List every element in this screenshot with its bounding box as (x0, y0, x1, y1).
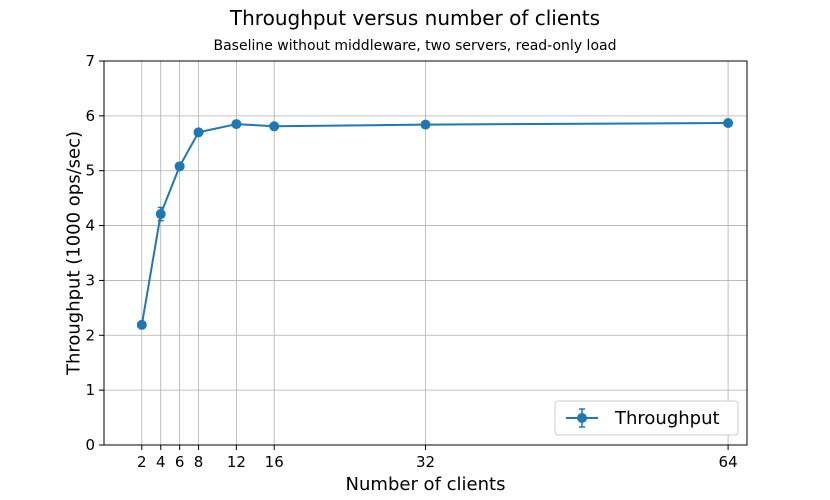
x-tick-label: 8 (194, 453, 204, 471)
data-point (136, 319, 147, 330)
series-layer (136, 117, 734, 330)
plot-frame (103, 60, 748, 446)
x-tick-label: 64 (719, 453, 738, 471)
y-tick-label: 1 (85, 381, 95, 399)
chart-title: Throughput versus number of clients (229, 6, 600, 30)
chart-subtitle: Baseline without middleware, two servers… (214, 38, 617, 54)
y-axis-label: Throughput (1000 ops/sec) (63, 131, 84, 376)
data-point (193, 127, 204, 138)
data-point (174, 161, 185, 172)
data-point (723, 117, 734, 128)
series-line (140, 121, 729, 326)
y-tick-label: 4 (85, 217, 95, 235)
y-tick-label: 7 (85, 52, 95, 70)
x-tick-label: 4 (156, 453, 166, 471)
x-tick-label: 32 (416, 453, 435, 471)
y-tick-label: 3 (85, 271, 95, 289)
data-point (420, 119, 431, 130)
x-tick-label: 6 (175, 453, 185, 471)
y-tick-label: 5 (85, 162, 95, 180)
data-point (155, 209, 166, 220)
y-tick-label: 6 (85, 107, 95, 125)
data-point (269, 121, 280, 132)
legend-label: Throughput (614, 408, 720, 429)
grid-layer (104, 60, 747, 446)
y-tick-label: 2 (85, 326, 95, 344)
x-tick-label: 12 (227, 453, 246, 471)
x-tick-label: 2 (137, 453, 147, 471)
legend: Throughput (554, 400, 739, 436)
x-axis-label: Number of clients (346, 474, 506, 495)
legend-marker (577, 413, 587, 423)
data-point (231, 119, 242, 130)
y-tick-label: 0 (85, 436, 95, 454)
legend-box (554, 400, 739, 436)
x-tick-label: 16 (265, 453, 284, 471)
